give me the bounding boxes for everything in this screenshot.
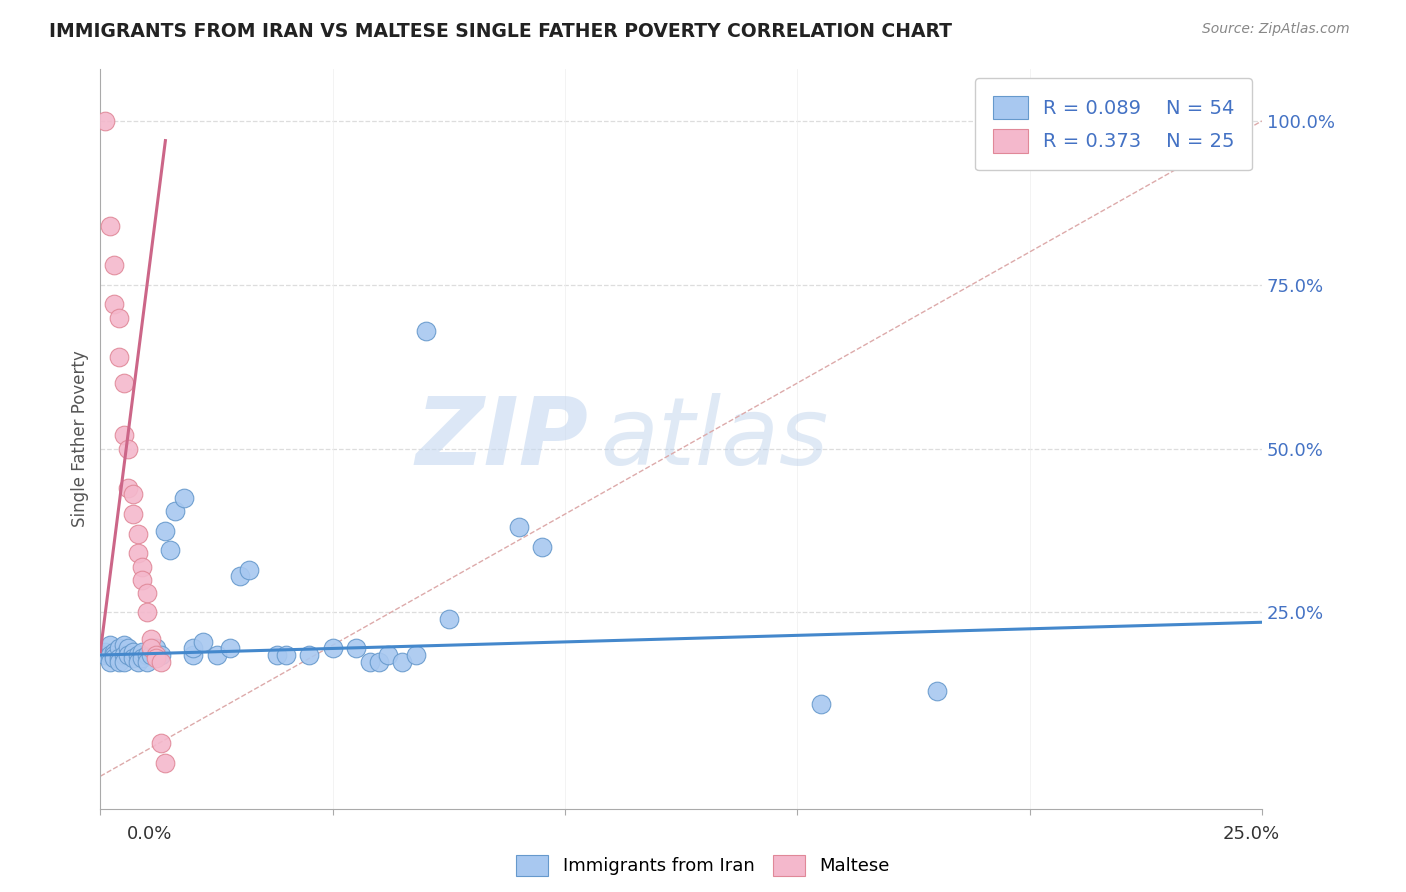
Point: [108, 641, 131, 656]
Point: [122, 645, 145, 659]
Point: [117, 648, 139, 662]
Point: [276, 648, 298, 662]
Point: [141, 641, 163, 656]
Point: [298, 648, 321, 662]
Point: [159, 543, 181, 558]
Point: [127, 526, 149, 541]
Point: [322, 641, 344, 656]
Point: [117, 641, 139, 656]
Point: [112, 648, 135, 662]
Point: [103, 648, 125, 662]
Point: [127, 655, 149, 669]
Point: [149, 648, 172, 662]
Point: [149, 655, 172, 669]
Point: [94, 114, 117, 128]
Point: [131, 573, 153, 587]
Point: [131, 645, 153, 659]
Point: [98, 638, 121, 652]
Point: [94, 648, 117, 662]
Point: [163, 504, 186, 518]
Point: [145, 651, 167, 665]
Point: [181, 648, 204, 662]
Point: [415, 324, 437, 338]
Legend: R = 0.089    N = 54, R = 0.373    N = 25: R = 0.089 N = 54, R = 0.373 N = 25: [976, 78, 1253, 170]
Point: [155, 756, 177, 771]
Point: [112, 638, 135, 652]
Point: [131, 559, 153, 574]
Point: [108, 310, 131, 325]
Point: [112, 655, 135, 669]
Point: [391, 655, 413, 669]
Point: [368, 655, 391, 669]
Point: [103, 651, 125, 665]
Point: [205, 648, 228, 662]
Point: [108, 651, 131, 665]
Legend: Immigrants from Iran, Maltese: Immigrants from Iran, Maltese: [509, 847, 897, 883]
Point: [98, 655, 121, 669]
Point: [238, 563, 260, 577]
Point: [508, 520, 530, 534]
Point: [122, 651, 145, 665]
Point: [266, 648, 288, 662]
Point: [149, 736, 172, 750]
Point: [141, 648, 163, 662]
Y-axis label: Single Father Poverty: Single Father Poverty: [72, 351, 89, 527]
Point: [108, 350, 131, 364]
Point: [437, 612, 460, 626]
Text: atlas: atlas: [600, 393, 828, 484]
Point: [229, 569, 252, 583]
Point: [117, 481, 139, 495]
Point: [173, 491, 195, 505]
Text: Source: ZipAtlas.com: Source: ZipAtlas.com: [1202, 22, 1350, 37]
Point: [377, 648, 399, 662]
Point: [103, 258, 125, 272]
Point: [145, 641, 167, 656]
Point: [98, 219, 121, 233]
Point: [122, 487, 145, 501]
Point: [135, 586, 157, 600]
Point: [135, 606, 157, 620]
Point: [103, 297, 125, 311]
Point: [103, 645, 125, 659]
Point: [135, 648, 157, 662]
Point: [219, 641, 242, 656]
Point: [135, 655, 157, 669]
Point: [122, 507, 145, 521]
Point: [112, 376, 135, 390]
Point: [98, 648, 121, 662]
Text: 25.0%: 25.0%: [1222, 825, 1279, 843]
Point: [94, 645, 117, 659]
Point: [359, 655, 381, 669]
Text: IMMIGRANTS FROM IRAN VS MALTESE SINGLE FATHER POVERTY CORRELATION CHART: IMMIGRANTS FROM IRAN VS MALTESE SINGLE F…: [49, 22, 952, 41]
Point: [127, 648, 149, 662]
Point: [117, 442, 139, 456]
Point: [112, 428, 135, 442]
Point: [145, 648, 167, 662]
Point: [810, 697, 832, 711]
Point: [191, 635, 214, 649]
Text: 0.0%: 0.0%: [127, 825, 172, 843]
Point: [155, 524, 177, 538]
Point: [530, 540, 553, 554]
Text: ZIP: ZIP: [415, 392, 588, 484]
Point: [405, 648, 427, 662]
Point: [108, 655, 131, 669]
Point: [141, 632, 163, 646]
Point: [925, 684, 948, 698]
Point: [181, 641, 204, 656]
Point: [127, 546, 149, 560]
Point: [344, 641, 367, 656]
Point: [131, 651, 153, 665]
